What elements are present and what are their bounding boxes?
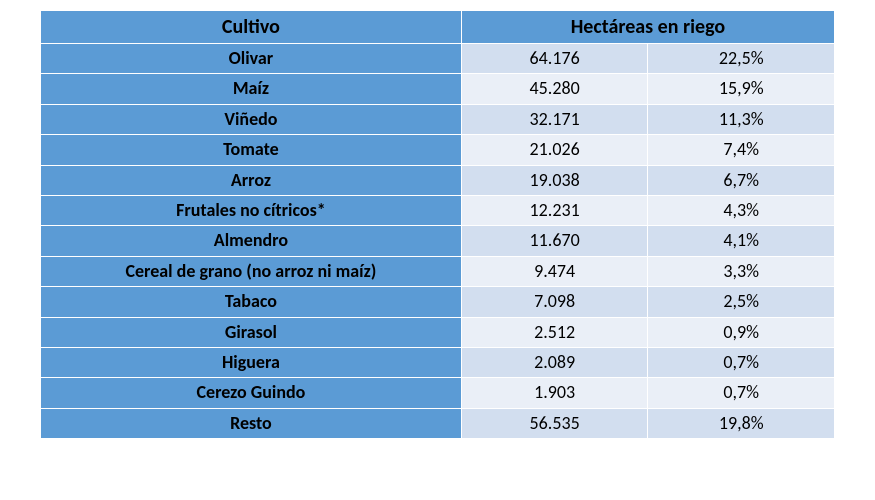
pct-cell: 0,9% <box>648 317 835 347</box>
hectares-cell: 2.512 <box>461 317 648 347</box>
pct-cell: 11,3% <box>648 104 835 134</box>
hectares-cell: 12.231 <box>461 195 648 225</box>
hectares-cell: 32.171 <box>461 104 648 134</box>
crop-cell: Resto <box>41 408 462 438</box>
hectares-cell: 19.038 <box>461 165 648 195</box>
table-row: Cereal de grano (no arroz ni maíz) 9.474… <box>41 256 835 286</box>
hectares-cell: 7.098 <box>461 287 648 317</box>
pct-cell: 0,7% <box>648 378 835 408</box>
pct-cell: 6,7% <box>648 165 835 195</box>
table-body: Olivar 64.176 22,5% Maíz 45.280 15,9% Vi… <box>41 44 835 439</box>
hectares-cell: 64.176 <box>461 44 648 74</box>
pct-cell: 4,1% <box>648 226 835 256</box>
crop-cell: Olivar <box>41 44 462 74</box>
crop-cell: Tabaco <box>41 287 462 317</box>
hectares-cell: 45.280 <box>461 74 648 104</box>
crop-cell: Cereal de grano (no arroz ni maíz) <box>41 256 462 286</box>
irrigation-table: Cultivo Hectáreas en riego Olivar 64.176… <box>40 10 835 439</box>
header-hectares: Hectáreas en riego <box>461 11 834 44</box>
pct-cell: 7,4% <box>648 135 835 165</box>
crop-cell: Viñedo <box>41 104 462 134</box>
table-row: Tabaco 7.098 2,5% <box>41 287 835 317</box>
pct-cell: 3,3% <box>648 256 835 286</box>
pct-cell: 4,3% <box>648 195 835 225</box>
crop-cell: Arroz <box>41 165 462 195</box>
pct-cell: 22,5% <box>648 44 835 74</box>
crop-cell: Maíz <box>41 74 462 104</box>
crop-cell: Frutales no cítricos* <box>41 195 462 225</box>
table-header: Cultivo Hectáreas en riego <box>41 11 835 44</box>
table-row: Maíz 45.280 15,9% <box>41 74 835 104</box>
table-row: Olivar 64.176 22,5% <box>41 44 835 74</box>
table-row: Resto 56.535 19,8% <box>41 408 835 438</box>
hectares-cell: 56.535 <box>461 408 648 438</box>
header-row: Cultivo Hectáreas en riego <box>41 11 835 44</box>
table-row: Almendro 11.670 4,1% <box>41 226 835 256</box>
crop-cell: Girasol <box>41 317 462 347</box>
crop-cell: Cerezo Guindo <box>41 378 462 408</box>
pct-cell: 2,5% <box>648 287 835 317</box>
crop-cell: Tomate <box>41 135 462 165</box>
hectares-cell: 2.089 <box>461 347 648 377</box>
crop-cell: Higuera <box>41 347 462 377</box>
pct-cell: 0,7% <box>648 347 835 377</box>
table-row: Cerezo Guindo 1.903 0,7% <box>41 378 835 408</box>
pct-cell: 19,8% <box>648 408 835 438</box>
table-row: Viñedo 32.171 11,3% <box>41 104 835 134</box>
table-row: Higuera 2.089 0,7% <box>41 347 835 377</box>
crop-cell: Almendro <box>41 226 462 256</box>
hectares-cell: 9.474 <box>461 256 648 286</box>
pct-cell: 15,9% <box>648 74 835 104</box>
table-container: Cultivo Hectáreas en riego Olivar 64.176… <box>0 0 875 449</box>
hectares-cell: 1.903 <box>461 378 648 408</box>
table-row: Girasol 2.512 0,9% <box>41 317 835 347</box>
hectares-cell: 11.670 <box>461 226 648 256</box>
header-crop: Cultivo <box>41 11 462 44</box>
table-row: Frutales no cítricos* 12.231 4,3% <box>41 195 835 225</box>
hectares-cell: 21.026 <box>461 135 648 165</box>
table-row: Arroz 19.038 6,7% <box>41 165 835 195</box>
table-row: Tomate 21.026 7,4% <box>41 135 835 165</box>
